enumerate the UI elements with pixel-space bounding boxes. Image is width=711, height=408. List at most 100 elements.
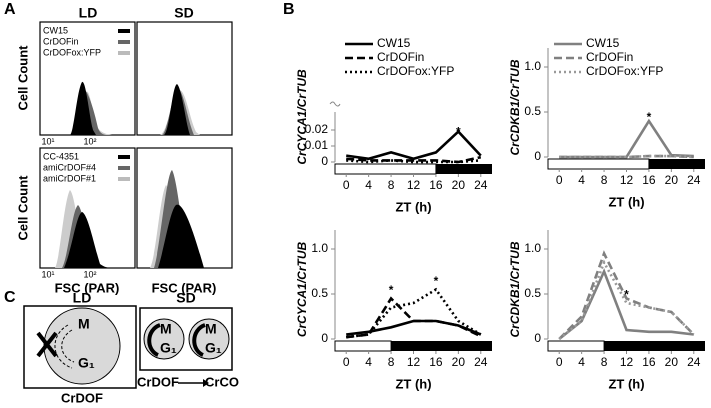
dark-bar <box>604 341 705 351</box>
tick-label: 10² <box>83 136 96 146</box>
header: SD <box>174 5 193 21</box>
y-axis-label: CrCYCA1/CrTUB <box>295 69 309 165</box>
phase-label: G₁ <box>205 340 222 356</box>
x-tick-label: 12 <box>620 355 634 369</box>
tick-label: 10² <box>83 269 96 279</box>
legend-label: CrDOFin <box>377 50 424 64</box>
y-axis-label: CrCYCA1/CrTUB <box>295 241 309 337</box>
y-tick-label: 0 <box>321 331 328 345</box>
x-tick-label: 12 <box>407 178 421 192</box>
y-tick-label: 0 <box>534 331 541 345</box>
legend-label: CC-4351 <box>43 151 79 161</box>
annotation: * <box>389 283 394 297</box>
legend-label: CrDOFox:YFP <box>43 47 101 57</box>
cycle-diagram <box>23 305 233 389</box>
x-tick-label: 20 <box>665 173 679 187</box>
light-bar <box>334 163 437 175</box>
x-tick-label: 4 <box>365 178 372 192</box>
header: LD <box>73 290 92 306</box>
x-tick-label: 24 <box>687 173 701 187</box>
y-tick-label: 0.5 <box>524 286 541 300</box>
gene-label: CrCO <box>205 374 239 389</box>
y-axis-label: CrCDKB1/CrTUB <box>508 241 522 337</box>
y-tick-label: 0.01 <box>305 138 329 152</box>
annotation: * <box>647 110 652 124</box>
x-tick-label: 4 <box>365 355 372 369</box>
legend-label: amiCrDOF#4 <box>43 162 96 172</box>
phase-label: M <box>205 321 217 337</box>
legend-label: CW15 <box>377 36 411 50</box>
tick-label: 10¹ <box>41 269 54 279</box>
x-axis-label: ZT (h) <box>395 199 431 214</box>
legend-label: CW15 <box>43 25 68 35</box>
light-bar <box>547 340 605 352</box>
series-line <box>346 155 482 164</box>
light-bar <box>334 340 392 352</box>
x-tick-label: 8 <box>388 355 395 369</box>
y-tick-label: 0 <box>321 154 328 168</box>
y-axis-label: Cell Count <box>15 175 30 241</box>
annotation: * <box>456 125 461 139</box>
tick-label: 10¹ <box>41 136 54 146</box>
x-tick-label: 16 <box>642 355 656 369</box>
x-axis-label: ZT (h) <box>608 376 644 391</box>
header: LD <box>79 5 98 21</box>
x-tick-label: 20 <box>665 355 679 369</box>
gene-label: CrDOF <box>61 390 103 405</box>
dark-bar <box>435 164 492 174</box>
x-tick-label: 4 <box>578 173 585 187</box>
panel-label: B <box>283 1 295 18</box>
x-tick-label: 0 <box>343 178 350 192</box>
x-axis-label: ZT (h) <box>395 376 431 391</box>
x-axis-label: FSC (PAR) <box>152 280 217 295</box>
x-tick-label: 0 <box>556 355 563 369</box>
series-line <box>346 129 482 161</box>
x-tick-label: 20 <box>452 355 466 369</box>
panel-label: C <box>4 289 16 306</box>
phase-label: M <box>160 321 172 337</box>
y-axis-label: CrCDKB1/CrTUB <box>508 59 522 155</box>
y-tick-label: 0.5 <box>311 286 328 300</box>
x-axis-label: ZT (h) <box>608 194 644 209</box>
x-tick-label: 20 <box>452 178 466 192</box>
y-tick-label: 0 <box>534 149 541 163</box>
histograms <box>55 81 204 268</box>
phase-label: G₁ <box>78 355 95 371</box>
hist-legend-swatches <box>118 29 130 181</box>
x-tick-label: 0 <box>556 173 563 187</box>
x-tick-label: 12 <box>407 355 421 369</box>
series-line <box>346 287 482 339</box>
x-tick-label: 8 <box>601 355 608 369</box>
legend-label: amiCrDOF#1 <box>43 173 96 183</box>
x-tick-label: 16 <box>429 178 443 192</box>
x-tick-label: 16 <box>642 173 656 187</box>
series-line <box>346 296 482 339</box>
y-axis-label: Cell Count <box>15 45 30 111</box>
axis-break <box>329 101 341 107</box>
x-tick-label: 4 <box>578 355 585 369</box>
y-tick-label: 0.5 <box>524 104 541 118</box>
series-line <box>558 268 694 341</box>
x-tick-label: 16 <box>429 355 443 369</box>
y-tick-label: 1.0 <box>524 241 541 255</box>
legend-label: CrDOFin <box>586 50 633 64</box>
series-line <box>558 250 695 340</box>
y-tick-label: 0.02 <box>305 122 329 136</box>
legend-label: CrDOFox:YFP <box>586 64 663 78</box>
x-tick-label: 0 <box>343 355 350 369</box>
header: SD <box>176 290 195 306</box>
x-tick-label: 24 <box>474 178 488 192</box>
phase-label: G₁ <box>160 340 177 356</box>
x-axis-label: FSC (PAR) <box>55 280 120 295</box>
y-tick-label: 1.0 <box>311 241 328 255</box>
y-tick-label: 1.0 <box>524 59 541 73</box>
dark-bar <box>648 159 705 169</box>
light-bar <box>547 158 650 170</box>
legend-label: CW15 <box>586 36 620 50</box>
x-tick-label: 8 <box>601 173 608 187</box>
panel-label: A <box>4 1 16 18</box>
series-line <box>559 154 694 159</box>
gene-label: CrDOF <box>137 374 179 389</box>
x-tick-label: 8 <box>388 178 395 192</box>
